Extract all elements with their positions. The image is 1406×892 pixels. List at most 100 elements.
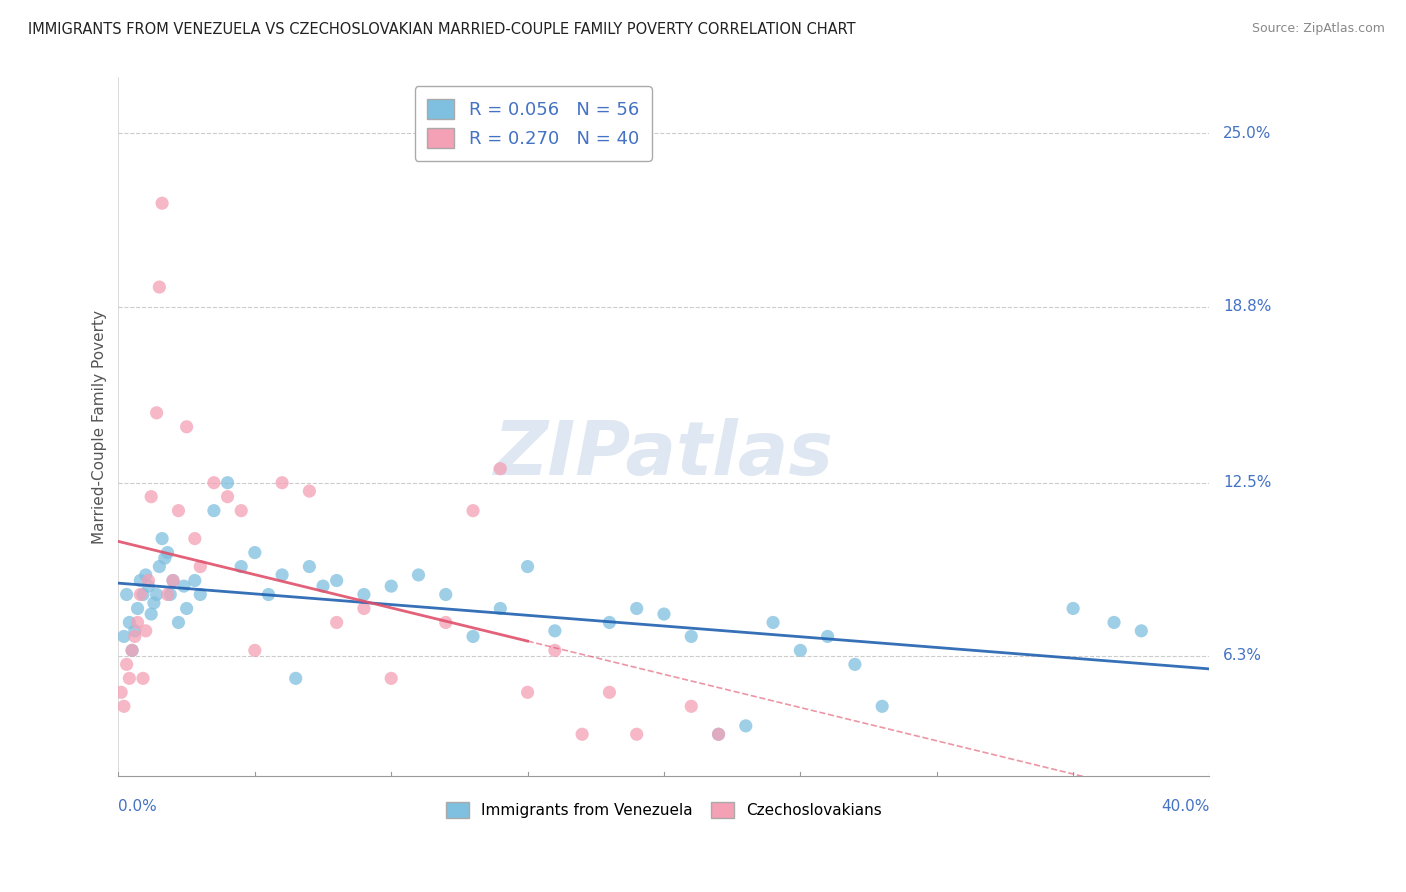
Point <box>118 615 141 630</box>
Point <box>127 601 149 615</box>
Point <box>135 624 157 638</box>
Point <box>115 657 138 672</box>
Point <box>598 615 620 630</box>
Point <box>138 579 160 593</box>
Point <box>231 559 253 574</box>
Point <box>461 629 484 643</box>
Point <box>353 587 375 601</box>
Point <box>188 559 211 574</box>
Point <box>132 671 155 685</box>
Point <box>148 280 170 294</box>
Point <box>681 699 703 714</box>
Point <box>156 545 179 559</box>
Point <box>231 503 253 517</box>
Point <box>110 685 132 699</box>
Point <box>112 629 135 643</box>
Point <box>681 629 703 643</box>
Point <box>298 559 321 574</box>
Text: ZIPatlas: ZIPatlas <box>494 418 834 491</box>
Point <box>243 545 266 559</box>
Point <box>544 643 567 657</box>
Point <box>148 559 170 574</box>
Point <box>461 503 484 517</box>
Point <box>184 574 207 588</box>
Point <box>434 615 457 630</box>
Point <box>124 629 146 643</box>
Point <box>141 607 163 621</box>
Point <box>167 615 190 630</box>
Point <box>167 503 190 517</box>
Point <box>325 615 347 630</box>
Text: 40.0%: 40.0% <box>1161 798 1209 814</box>
Text: 0.0%: 0.0% <box>118 798 157 814</box>
Point <box>870 699 893 714</box>
Point <box>325 574 347 588</box>
Point <box>145 587 167 601</box>
Point <box>118 671 141 685</box>
Point <box>121 643 143 657</box>
Point <box>141 490 163 504</box>
Point <box>434 587 457 601</box>
Y-axis label: Married-Couple Family Poverty: Married-Couple Family Poverty <box>93 310 107 544</box>
Point <box>202 503 225 517</box>
Point <box>789 643 811 657</box>
Point <box>1102 615 1125 630</box>
Point <box>202 475 225 490</box>
Point <box>844 657 866 672</box>
Point <box>734 719 756 733</box>
Point <box>380 579 402 593</box>
Point <box>271 475 294 490</box>
Point <box>1130 624 1153 638</box>
Point <box>176 601 198 615</box>
Point <box>153 551 176 566</box>
Point <box>176 419 198 434</box>
Point <box>132 587 155 601</box>
Point <box>162 574 184 588</box>
Point <box>217 475 239 490</box>
Point <box>544 624 567 638</box>
Text: 25.0%: 25.0% <box>1223 126 1271 141</box>
Point <box>135 568 157 582</box>
Text: 12.5%: 12.5% <box>1223 475 1271 491</box>
Point <box>162 574 184 588</box>
Point <box>516 685 538 699</box>
Point <box>516 559 538 574</box>
Point <box>652 607 675 621</box>
Point <box>257 587 280 601</box>
Text: 18.8%: 18.8% <box>1223 299 1271 314</box>
Point <box>271 568 294 582</box>
Point <box>380 671 402 685</box>
Point <box>626 601 648 615</box>
Point <box>142 596 165 610</box>
Point <box>124 624 146 638</box>
Point <box>121 643 143 657</box>
Point <box>150 196 173 211</box>
Point <box>112 699 135 714</box>
Point <box>129 574 152 588</box>
Point <box>173 579 195 593</box>
Point <box>188 587 211 601</box>
Point <box>156 587 179 601</box>
Point <box>184 532 207 546</box>
Text: IMMIGRANTS FROM VENEZUELA VS CZECHOSLOVAKIAN MARRIED-COUPLE FAMILY POVERTY CORRE: IMMIGRANTS FROM VENEZUELA VS CZECHOSLOVA… <box>28 22 856 37</box>
Point <box>598 685 620 699</box>
Point <box>129 587 152 601</box>
Point <box>217 490 239 504</box>
Point <box>408 568 430 582</box>
Legend: Immigrants from Venezuela, Czechoslovakians: Immigrants from Venezuela, Czechoslovaki… <box>440 797 889 824</box>
Point <box>127 615 149 630</box>
Text: Source: ZipAtlas.com: Source: ZipAtlas.com <box>1251 22 1385 36</box>
Point <box>762 615 785 630</box>
Point <box>312 579 335 593</box>
Point <box>626 727 648 741</box>
Point <box>353 601 375 615</box>
Point <box>817 629 839 643</box>
Point <box>159 587 181 601</box>
Point <box>243 643 266 657</box>
Point <box>145 406 167 420</box>
Point <box>150 532 173 546</box>
Point <box>115 587 138 601</box>
Point <box>284 671 307 685</box>
Point <box>298 484 321 499</box>
Text: 6.3%: 6.3% <box>1223 648 1263 664</box>
